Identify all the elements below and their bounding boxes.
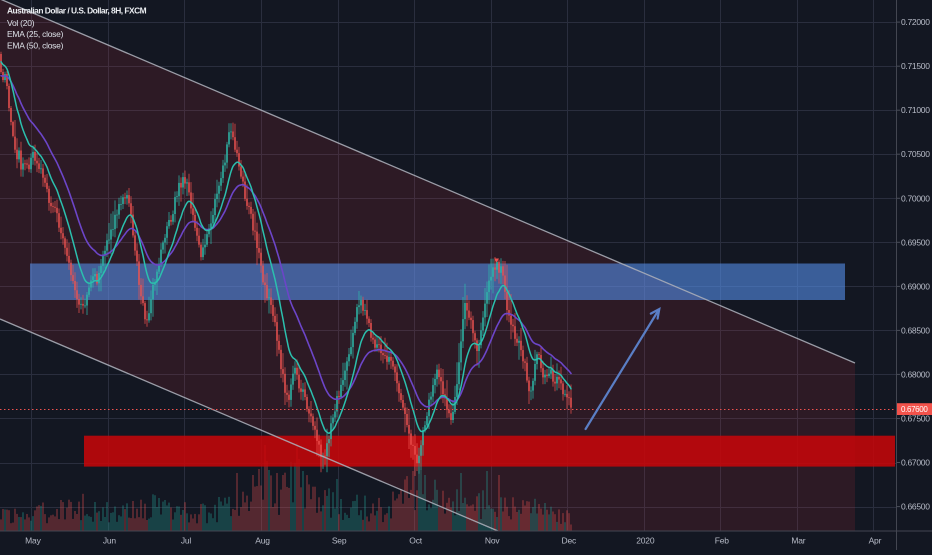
svg-text:0.67000: 0.67000 xyxy=(901,458,930,468)
svg-text:May: May xyxy=(25,536,41,546)
svg-text:0.72000: 0.72000 xyxy=(901,17,930,27)
svg-text:Aug: Aug xyxy=(255,536,270,546)
svg-text:0.68000: 0.68000 xyxy=(901,369,930,379)
svg-text:Mar: Mar xyxy=(791,536,805,546)
svg-text:Sep: Sep xyxy=(332,536,347,546)
svg-text:0.67500: 0.67500 xyxy=(901,414,930,424)
svg-text:0.70500: 0.70500 xyxy=(901,149,930,159)
svg-text:EMA (25, close): EMA (25, close) xyxy=(7,29,64,39)
svg-text:2020: 2020 xyxy=(636,536,655,546)
svg-text:Dec: Dec xyxy=(562,536,577,546)
svg-text:Apr: Apr xyxy=(869,536,882,546)
svg-text:0.70000: 0.70000 xyxy=(901,193,930,203)
svg-text:0.67600: 0.67600 xyxy=(901,405,928,414)
svg-text:Vol (20): Vol (20) xyxy=(7,18,35,28)
svg-text:0.69000: 0.69000 xyxy=(901,281,930,291)
svg-text:Oct: Oct xyxy=(409,536,422,546)
svg-text:0.71000: 0.71000 xyxy=(901,105,930,115)
svg-text:0.69500: 0.69500 xyxy=(901,237,930,247)
svg-text:Australian Dollar / U.S. Dolla: Australian Dollar / U.S. Dollar, 8H, FXC… xyxy=(7,6,147,16)
svg-text:Jun: Jun xyxy=(103,536,117,546)
svg-text:0.71500: 0.71500 xyxy=(901,61,930,71)
svg-text:Feb: Feb xyxy=(715,536,730,546)
svg-text:EMA (50, close): EMA (50, close) xyxy=(7,41,64,51)
svg-text:Nov: Nov xyxy=(485,536,500,546)
svg-text:0.66500: 0.66500 xyxy=(901,502,930,512)
svg-text:Jul: Jul xyxy=(181,536,192,546)
svg-text:0.68500: 0.68500 xyxy=(901,325,930,335)
